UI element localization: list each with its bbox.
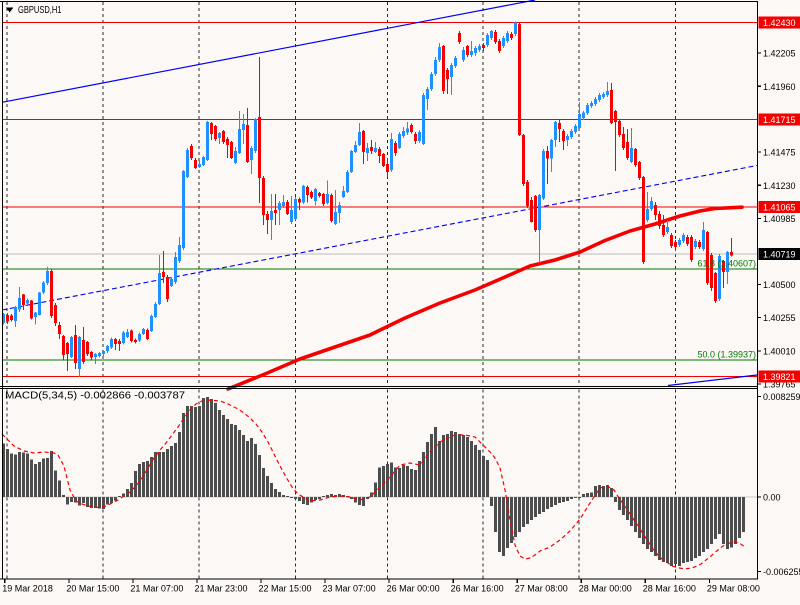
svg-text:26 Mar 16:00: 26 Mar 16:00 — [451, 584, 504, 594]
svg-text:1.41715: 1.41715 — [763, 115, 796, 125]
svg-text:27 Mar 08:00: 27 Mar 08:00 — [515, 584, 568, 594]
svg-text:1.41960: 1.41960 — [763, 82, 796, 92]
svg-text:GBPUSD,H1: GBPUSD,H1 — [18, 5, 62, 16]
svg-text:28 Mar 16:00: 28 Mar 16:00 — [643, 584, 696, 594]
svg-text:1.40255: 1.40255 — [763, 313, 796, 323]
svg-text:21 Mar 07:00: 21 Mar 07:00 — [130, 584, 183, 594]
svg-text:1.41065: 1.41065 — [763, 203, 796, 213]
svg-text:0.008259: 0.008259 — [763, 392, 800, 402]
svg-text:0.00: 0.00 — [763, 493, 781, 503]
svg-text:50.0 (1.39937): 50.0 (1.39937) — [697, 350, 756, 360]
svg-text:20 Mar 15:00: 20 Mar 15:00 — [66, 584, 119, 594]
svg-text:19 Mar 2018: 19 Mar 2018 — [2, 584, 53, 594]
svg-text:1.42205: 1.42205 — [763, 49, 796, 59]
svg-text:26 Mar 00:00: 26 Mar 00:00 — [387, 584, 440, 594]
svg-text:1.39821: 1.39821 — [763, 372, 796, 382]
svg-text:28 Mar 00:00: 28 Mar 00:00 — [579, 584, 632, 594]
svg-text:-0.006255: -0.006255 — [763, 567, 800, 577]
svg-text:29 Mar 08:00: 29 Mar 08:00 — [707, 584, 760, 594]
svg-text:1.41475: 1.41475 — [763, 148, 796, 158]
svg-text:23 Mar 07:00: 23 Mar 07:00 — [323, 584, 376, 594]
svg-text:1.40010: 1.40010 — [763, 346, 796, 356]
svg-text:21 Mar 23:00: 21 Mar 23:00 — [194, 584, 247, 594]
svg-text:1.40500: 1.40500 — [763, 280, 796, 290]
svg-text:1.40719: 1.40719 — [763, 250, 796, 260]
svg-text:1.41230: 1.41230 — [763, 181, 796, 191]
svg-text:1.42430: 1.42430 — [763, 18, 796, 28]
svg-text:1.40985: 1.40985 — [763, 214, 796, 224]
svg-text:61.8 (1.40607): 61.8 (1.40607) — [697, 259, 756, 269]
svg-text:22 Mar 15:00: 22 Mar 15:00 — [259, 584, 312, 594]
svg-text:MACD(5,34,5) -0.002866 -0.0037: MACD(5,34,5) -0.002866 -0.003787 — [5, 391, 185, 402]
